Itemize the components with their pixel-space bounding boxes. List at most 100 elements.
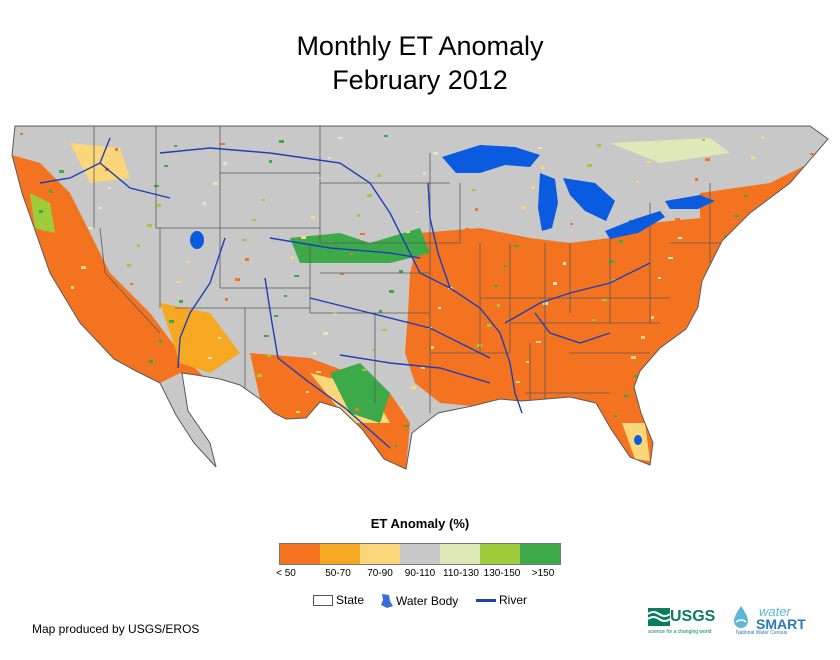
anomaly-speckle — [438, 307, 441, 309]
anomaly-speckle — [812, 289, 815, 291]
anomaly-speckle — [264, 335, 269, 337]
anomaly-speckle — [71, 286, 74, 289]
anomaly-speckle — [602, 299, 607, 301]
anomaly-speckle — [744, 195, 748, 197]
anomaly-speckle — [526, 361, 529, 363]
anomaly-speckle — [174, 145, 177, 147]
anomaly-speckle — [81, 266, 86, 269]
usgs-logo: USGS science for a changing world — [648, 608, 716, 635]
anomaly-speckle — [289, 450, 293, 453]
legend-label: 90-110 — [404, 568, 436, 579]
lake-michigan — [538, 173, 558, 231]
anomaly-speckle — [805, 328, 808, 331]
anomaly-speckle — [585, 358, 588, 361]
legend-label: 50-70 — [325, 568, 351, 579]
anomaly-speckle — [382, 329, 387, 331]
tennessee-river — [534, 312, 611, 344]
anomaly-speckle — [717, 274, 720, 277]
anomaly-speckle — [680, 373, 683, 375]
anomaly-speckle — [267, 354, 271, 357]
anomaly-speckle — [32, 249, 36, 251]
anomaly-speckle — [110, 323, 115, 325]
anomaly-speckle — [179, 300, 183, 303]
anomaly-speckle — [739, 370, 742, 373]
anomaly-speckle — [367, 194, 372, 197]
anomaly-speckle — [592, 319, 595, 321]
anomaly-speckle — [431, 346, 434, 349]
anomaly-speckle — [311, 216, 315, 219]
anomaly-speckle — [262, 199, 265, 201]
state-boundaries — [93, 126, 730, 413]
anomaly-speckle — [783, 232, 786, 235]
anomaly-speckle — [149, 360, 153, 363]
anomaly-speckle — [773, 252, 777, 255]
anomaly-speckle — [494, 285, 498, 287]
map-title: Monthly ET Anomaly — [296, 31, 544, 61]
missouri-river — [159, 147, 451, 289]
legend-swatch — [360, 544, 400, 564]
anomaly-speckle — [465, 228, 469, 231]
anomaly-speckle — [137, 244, 140, 247]
anomaly-speckle — [587, 164, 592, 167]
anomaly-speckle — [541, 166, 544, 169]
anomaly-speckle — [707, 294, 711, 297]
anomaly-speckle — [377, 174, 381, 177]
anomaly-speckle — [607, 454, 610, 457]
legend-title: ET Anomaly (%) — [370, 516, 470, 531]
anomaly-speckle — [379, 310, 382, 313]
anomaly-speckle — [357, 214, 360, 217]
anomaly-speckle — [44, 365, 49, 367]
anomaly-speckle — [88, 227, 93, 229]
anomaly-speckle — [612, 279, 616, 281]
anomaly-speckle — [240, 433, 243, 435]
anomaly-speckle — [132, 419, 137, 421]
anomaly-speckle — [37, 404, 42, 407]
anomaly-speckle — [450, 423, 454, 425]
anomaly-speckle — [389, 290, 394, 293]
anomaly-speckle — [384, 135, 388, 137]
anomaly-speckle — [568, 417, 572, 419]
anomaly-speckle — [712, 449, 717, 451]
anomaly-speckle — [663, 432, 667, 435]
anomaly-speckle — [653, 452, 658, 455]
anomaly-speckle — [313, 352, 316, 355]
usgs-wordmark: USGS — [670, 608, 716, 625]
anomaly-speckle — [597, 144, 601, 147]
anomaly-speckle — [252, 219, 256, 221]
ohio-river — [504, 262, 651, 324]
map-subtitle: February 2012 — [332, 65, 508, 95]
anomaly-speckle — [147, 224, 152, 227]
anomaly-speckle — [668, 257, 673, 259]
anomaly-speckle — [810, 153, 814, 155]
anomaly-speckle — [159, 340, 162, 343]
anomaly-speckle — [127, 264, 131, 267]
watersmart-smart-text: SMART — [756, 616, 806, 632]
anomaly-speckle — [218, 337, 221, 339]
anomaly-speckle — [734, 215, 739, 217]
anomaly-speckle — [83, 402, 87, 405]
anomaly-speckle — [306, 391, 309, 393]
anomaly-speckle — [125, 458, 130, 461]
anomaly-speckle — [186, 261, 190, 263]
anomaly-speckle — [675, 218, 680, 221]
anomaly-speckle — [455, 248, 460, 251]
anomaly-speckle — [115, 148, 118, 151]
anomaly-speckle — [702, 139, 705, 141]
anomaly-speckle — [404, 425, 409, 427]
anomaly-speckle — [673, 412, 676, 415]
anomaly-speckle — [646, 161, 651, 163]
anomaly-speckle — [201, 396, 205, 399]
state-swatch-icon — [313, 594, 333, 606]
anomaly-speckle — [631, 356, 636, 359]
anomaly-speckle — [198, 377, 203, 379]
anomaly-region-west-coast — [12, 155, 210, 383]
anomaly-speckle — [423, 172, 426, 175]
anomaly-speckle — [176, 281, 181, 283]
watersmart-logo: water SMART National Water Census — [728, 604, 806, 636]
anomaly-speckle — [213, 182, 218, 185]
anomaly-speckle — [360, 233, 365, 235]
anomaly-speckle — [27, 424, 30, 427]
anomaly-speckle — [279, 140, 284, 143]
anomaly-speckle — [487, 324, 491, 327]
anomaly-speckle — [208, 357, 212, 359]
